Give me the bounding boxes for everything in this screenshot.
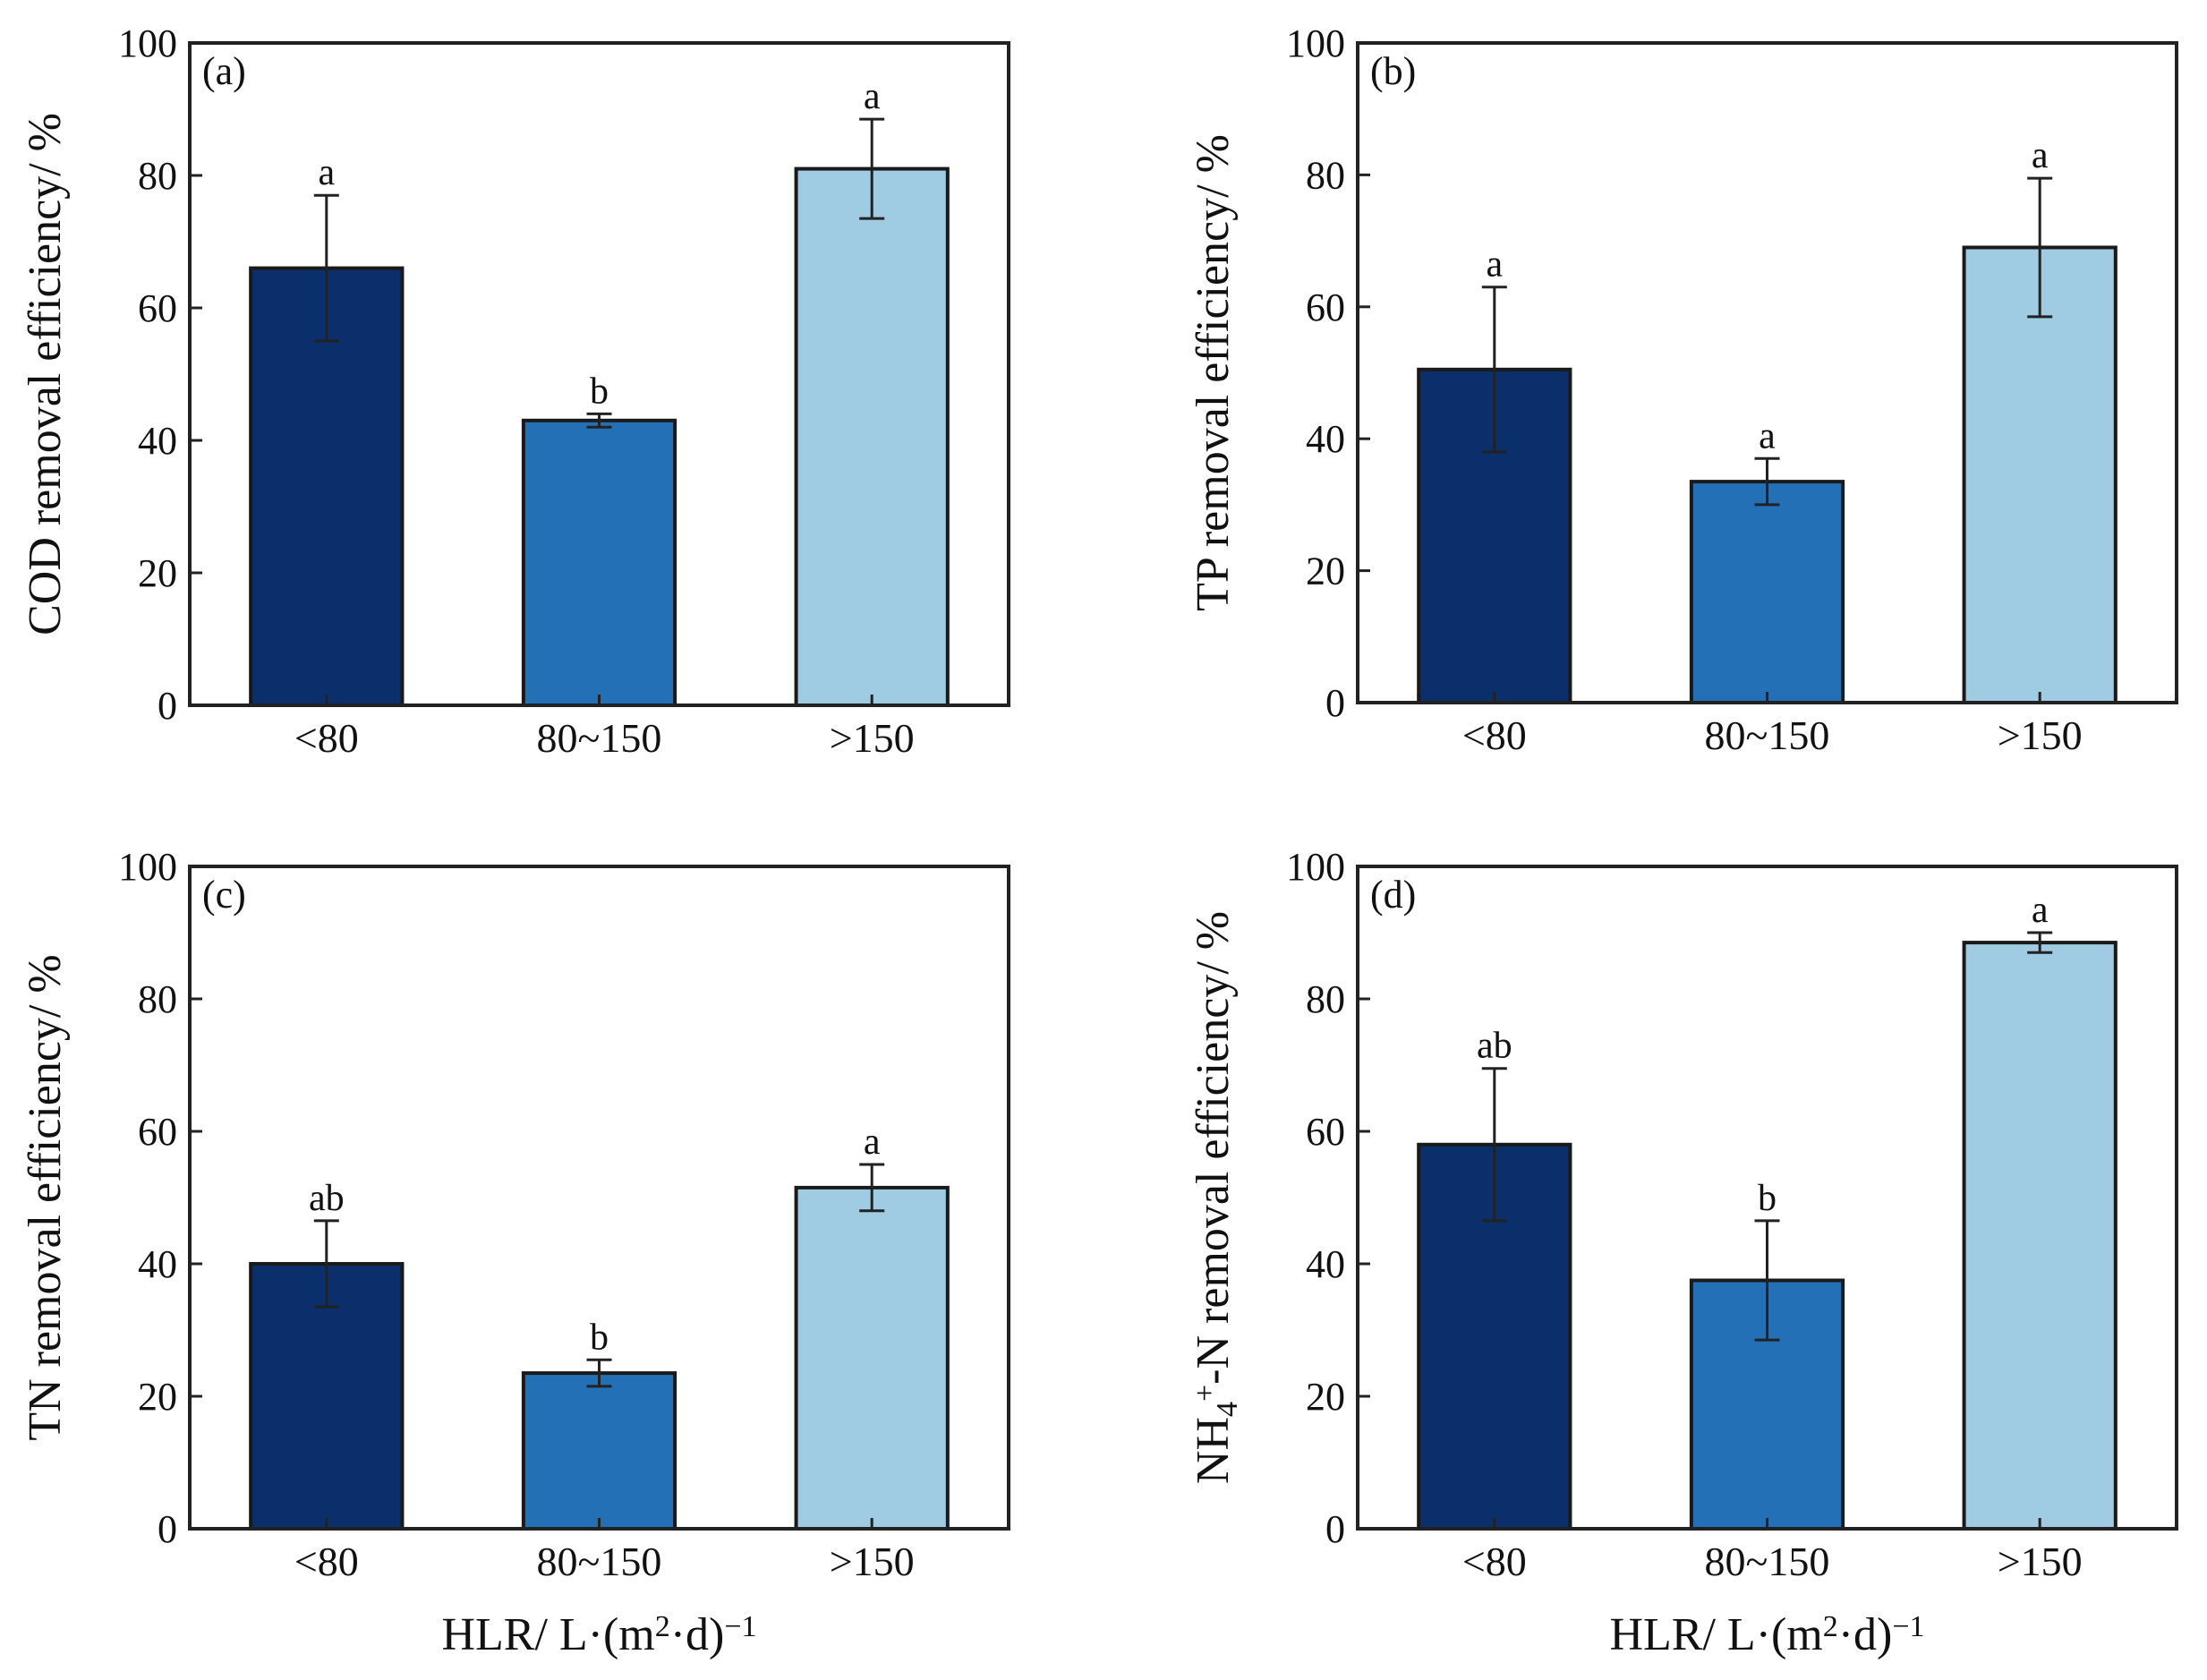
y-tick-label-4: 80 [1306,977,1345,1021]
bar-1 [521,1371,677,1531]
y-tick-label-3: 60 [138,1110,177,1154]
significance-letter-2: a [864,1121,881,1163]
x-tick-label-1: 80~150 [537,715,662,761]
significance-letter-0: a [318,152,335,193]
y-tick-label-5: 100 [118,845,177,889]
significance-letter-0: a [1486,244,1503,286]
significance-letter-1: b [1758,1178,1777,1219]
significance-letter-2: a [864,76,881,117]
y-tick-label-4: 80 [138,977,177,1021]
significance-letter-2: a [2032,890,2049,931]
y-tick-label-5: 100 [118,21,177,65]
panel-tag: (d) [1370,873,1416,917]
chart-panel-c: ab <80 b 80~150 a >150 0 20 40 60 80 100 (c) TN remov… [20,845,1010,1660]
y-tick-label-0: 0 [1325,1507,1345,1551]
significance-letter-1: a [1759,415,1776,456]
y-axis-title: TN removal efficiency/ % [20,954,71,1440]
bar-1 [521,418,677,707]
significance-letter-2: a [2032,135,2049,176]
bar-2 [1962,941,2118,1531]
x-tick-label-2: >150 [1998,1539,2083,1584]
chart-panel-a: a <80 b 80~150 a >150 0 20 40 60 80 100 (a) COD remov… [20,21,1010,761]
y-tick-label-2: 40 [1306,417,1345,461]
y-tick-label-1: 20 [1306,1375,1345,1419]
panel-tag: (a) [202,49,246,93]
significance-letter-0: ab [1477,1026,1513,1067]
panel-tag: (c) [202,873,246,917]
y-tick-label-3: 60 [1306,1110,1345,1154]
bar-1 [1689,480,1845,704]
x-tick-label-1: 80~150 [537,1539,662,1584]
x-tick-label-0: <80 [294,715,359,761]
x-axis-title: HLR/ L·(m2·d)−1 [1609,1609,1924,1660]
bar-2 [794,166,950,708]
y-axis-title: COD removal efficiency/ % [20,113,71,635]
x-tick-label-0: <80 [1462,1539,1527,1584]
y-tick-label-0: 0 [1325,681,1345,725]
significance-letter-1: b [590,1317,609,1358]
y-tick-label-0: 0 [158,1507,177,1551]
y-tick-label-3: 60 [1306,286,1345,329]
y-tick-label-2: 40 [138,1242,177,1286]
x-axis-title: HLR/ L·(m2·d)−1 [441,1609,756,1660]
x-tick-label-2: >150 [830,1539,915,1584]
significance-letter-0: ab [309,1178,345,1219]
y-tick-label-1: 20 [1306,550,1345,593]
x-tick-label-1: 80~150 [1705,712,1830,758]
y-tick-label-2: 40 [138,419,177,463]
panel-tag: (b) [1370,49,1416,93]
bar-2 [794,1185,950,1531]
y-axis-title: NH4+-N removal efficiency/ % [1188,911,1244,1484]
y-tick-label-0: 0 [158,684,177,728]
y-tick-label-3: 60 [138,286,177,330]
y-tick-label-2: 40 [1306,1242,1345,1286]
significance-letter-1: b [590,371,609,412]
x-tick-label-0: <80 [1462,712,1527,758]
y-tick-label-1: 20 [138,1375,177,1419]
x-tick-label-2: >150 [1998,712,2083,758]
y-tick-label-4: 80 [138,154,177,198]
y-tick-label-5: 100 [1286,845,1345,889]
y-axis-title: TP removal efficiency/ % [1188,134,1239,611]
x-tick-label-2: >150 [830,715,915,761]
x-tick-label-0: <80 [294,1539,359,1584]
chart-panel-d: ab <80 b 80~150 a >150 0 20 40 60 80 100 (d) NH4+-N r… [1188,845,2178,1660]
x-tick-label-1: 80~150 [1705,1539,1830,1584]
y-tick-label-5: 100 [1286,21,1345,65]
y-tick-label-4: 80 [1306,153,1345,197]
y-tick-label-1: 20 [138,551,177,595]
chart-panel-b: a <80 a 80~150 a >150 0 20 40 60 80 100 (b) TP remova… [1188,21,2178,758]
